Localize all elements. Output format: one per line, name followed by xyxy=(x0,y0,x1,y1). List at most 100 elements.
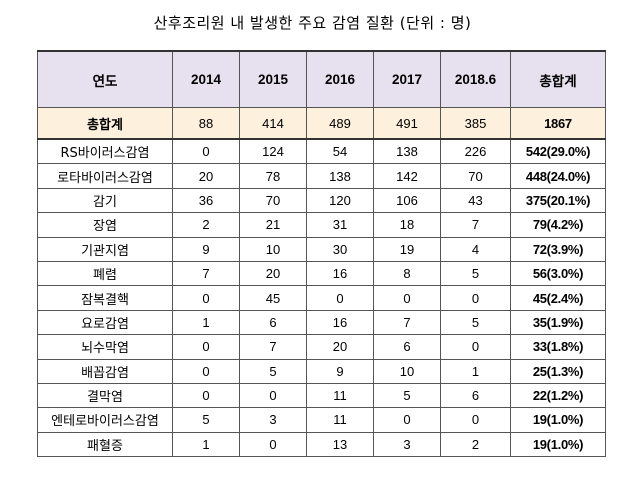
row-label: 로타바이러스감염 xyxy=(37,163,173,189)
total-cell: 88 xyxy=(172,107,240,140)
row-sum: 448(24.0%) xyxy=(510,163,606,189)
row-cell: 2 xyxy=(172,212,240,238)
row-cell: 10 xyxy=(239,236,307,262)
row-cell: 70 xyxy=(440,163,511,189)
total-cell: 489 xyxy=(306,107,374,140)
row-cell: 0 xyxy=(172,358,240,384)
row-label: 패혈증 xyxy=(37,431,173,458)
table-row: 감기 36 70 120 106 43 375(20.1%) xyxy=(37,187,606,214)
row-cell: 5 xyxy=(440,309,511,336)
total-sum: 1867 xyxy=(510,107,606,140)
header-row: 연도 2014 2015 2016 2017 2018.6 총합계 xyxy=(37,50,606,108)
row-cell: 0 xyxy=(172,334,240,360)
row-cell: 10 xyxy=(373,358,441,384)
row-cell: 106 xyxy=(373,187,441,214)
row-cell: 0 xyxy=(172,138,240,165)
row-cell: 1 xyxy=(440,358,511,384)
row-cell: 7 xyxy=(440,212,511,238)
infection-table: 연도 2014 2015 2016 2017 2018.6 총합계 총합계 88… xyxy=(37,50,606,458)
table-row: 잠복결핵 0 45 0 0 0 45(2.4%) xyxy=(37,285,606,311)
row-cell: 43 xyxy=(440,187,511,214)
row-label: 잠복결핵 xyxy=(37,285,173,311)
table-title: 산후조리원 내 발생한 주요 감염 질환 (단위 : 명) xyxy=(153,14,472,32)
row-sum: 25(1.3%) xyxy=(510,358,606,384)
row-label: 배꼽감염 xyxy=(37,358,173,384)
row-sum: 72(3.9%) xyxy=(510,236,606,262)
row-cell: 0 xyxy=(440,334,511,360)
row-cell: 0 xyxy=(373,407,441,433)
row-cell: 13 xyxy=(306,431,374,458)
row-cell: 6 xyxy=(239,309,307,336)
row-sum: 375(20.1%) xyxy=(510,187,606,214)
row-cell: 45 xyxy=(239,285,307,311)
row-cell: 70 xyxy=(239,187,307,214)
row-cell: 0 xyxy=(440,407,511,433)
table-row: 장염 2 21 31 18 7 79(4.2%) xyxy=(37,212,606,238)
header-2015: 2015 xyxy=(239,50,307,108)
row-label: 기관지염 xyxy=(37,236,173,262)
row-cell: 0 xyxy=(440,285,511,311)
total-label: 총합계 xyxy=(37,107,173,140)
row-cell: 7 xyxy=(172,260,240,287)
row-cell: 11 xyxy=(306,407,374,433)
total-cell: 414 xyxy=(239,107,307,140)
total-cell: 385 xyxy=(440,107,511,140)
row-label: 결막염 xyxy=(37,382,173,409)
row-cell: 7 xyxy=(239,334,307,360)
row-cell: 0 xyxy=(373,285,441,311)
row-cell: 138 xyxy=(373,138,441,165)
row-label: 엔테로바이러스감염 xyxy=(37,407,173,433)
total-row: 총합계 88 414 489 491 385 1867 xyxy=(37,107,606,140)
row-cell: 16 xyxy=(306,309,374,336)
row-cell: 11 xyxy=(306,382,374,409)
row-cell: 9 xyxy=(172,236,240,262)
row-cell: 3 xyxy=(239,407,307,433)
row-label: 장염 xyxy=(37,212,173,238)
table-row: RS바이러스감염 0 124 54 138 226 542(29.0%) xyxy=(37,138,606,165)
row-label: 뇌수막염 xyxy=(37,334,173,360)
table-row: 로타바이러스감염 20 78 138 142 70 448(24.0%) xyxy=(37,163,606,189)
row-cell: 20 xyxy=(306,334,374,360)
row-sum: 19(1.0%) xyxy=(510,407,606,433)
row-cell: 5 xyxy=(440,260,511,287)
row-cell: 18 xyxy=(373,212,441,238)
table-row: 폐렴 7 20 16 8 5 56(3.0%) xyxy=(37,260,606,287)
row-cell: 0 xyxy=(239,431,307,458)
row-cell: 5 xyxy=(172,407,240,433)
row-sum: 22(1.2%) xyxy=(510,382,606,409)
row-cell: 142 xyxy=(373,163,441,189)
row-cell: 226 xyxy=(440,138,511,165)
header-2018-6: 2018.6 xyxy=(440,50,511,108)
row-cell: 124 xyxy=(239,138,307,165)
header-year: 연도 xyxy=(37,50,173,108)
header-2017: 2017 xyxy=(373,50,441,108)
row-label: 감기 xyxy=(37,187,173,214)
row-cell: 1 xyxy=(172,431,240,458)
row-cell: 54 xyxy=(306,138,374,165)
row-cell: 1 xyxy=(172,309,240,336)
row-label: RS바이러스감염 xyxy=(37,138,173,165)
row-cell: 36 xyxy=(172,187,240,214)
row-cell: 7 xyxy=(373,309,441,336)
row-cell: 5 xyxy=(373,382,441,409)
row-cell: 138 xyxy=(306,163,374,189)
row-cell: 30 xyxy=(306,236,374,262)
row-cell: 2 xyxy=(440,431,511,458)
row-cell: 0 xyxy=(172,285,240,311)
header-2014: 2014 xyxy=(172,50,240,108)
row-sum: 56(3.0%) xyxy=(510,260,606,287)
row-sum: 33(1.8%) xyxy=(510,334,606,360)
total-cell: 491 xyxy=(373,107,441,140)
table-row: 뇌수막염 0 7 20 6 0 33(1.8%) xyxy=(37,334,606,360)
row-sum: 19(1.0%) xyxy=(510,431,606,458)
row-cell: 9 xyxy=(306,358,374,384)
row-label: 폐렴 xyxy=(37,260,173,287)
header-total: 총합계 xyxy=(510,50,606,108)
row-label: 요로감염 xyxy=(37,309,173,336)
row-cell: 16 xyxy=(306,260,374,287)
row-cell: 20 xyxy=(239,260,307,287)
table-row: 패혈증 1 0 13 3 2 19(1.0%) xyxy=(37,431,606,458)
row-cell: 19 xyxy=(373,236,441,262)
row-cell: 120 xyxy=(306,187,374,214)
row-cell: 78 xyxy=(239,163,307,189)
